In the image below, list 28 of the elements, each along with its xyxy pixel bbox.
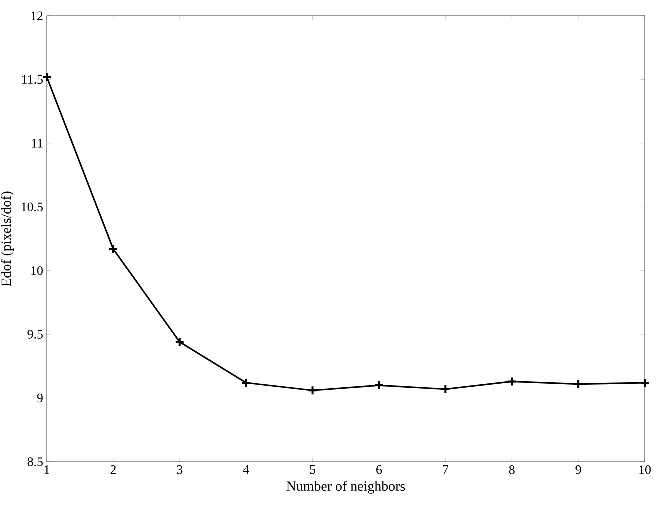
x-tick-label: 3: [177, 466, 183, 474]
y-tick-label: 10: [32, 266, 43, 276]
x-tick-label: 5: [310, 466, 316, 474]
x-tick-label: 10: [640, 466, 651, 474]
point: [374, 380, 384, 391]
x-tick-label: 4: [243, 466, 250, 474]
x-tick-label: 1: [44, 466, 50, 474]
point: [440, 384, 451, 394]
y-tick-label: 9.5: [28, 330, 43, 339]
point: [574, 379, 584, 390]
y-tick-label: 10.5: [22, 202, 43, 212]
y-tick-label: 11: [32, 139, 43, 148]
point: [108, 244, 118, 254]
x-axis-title: Number of neighbors: [286, 481, 406, 494]
point: [241, 378, 252, 388]
point: [308, 386, 318, 396]
point: [507, 376, 518, 387]
x-tick-label: 8: [509, 466, 515, 474]
y-tick-label: 9: [37, 394, 43, 403]
x-tick-label: 7: [443, 466, 449, 474]
y-tick-label: 8.5: [28, 458, 43, 466]
y-axis-title: Edof (pixels/dof): [1, 192, 14, 286]
y-tick-label: 12: [32, 12, 43, 20]
x-tick-label: 2: [110, 466, 116, 474]
x-tick-label: 6: [376, 466, 382, 474]
x-tick-label: 9: [576, 466, 582, 474]
y-tick-label: 11.5: [22, 75, 43, 84]
point: [174, 337, 185, 348]
